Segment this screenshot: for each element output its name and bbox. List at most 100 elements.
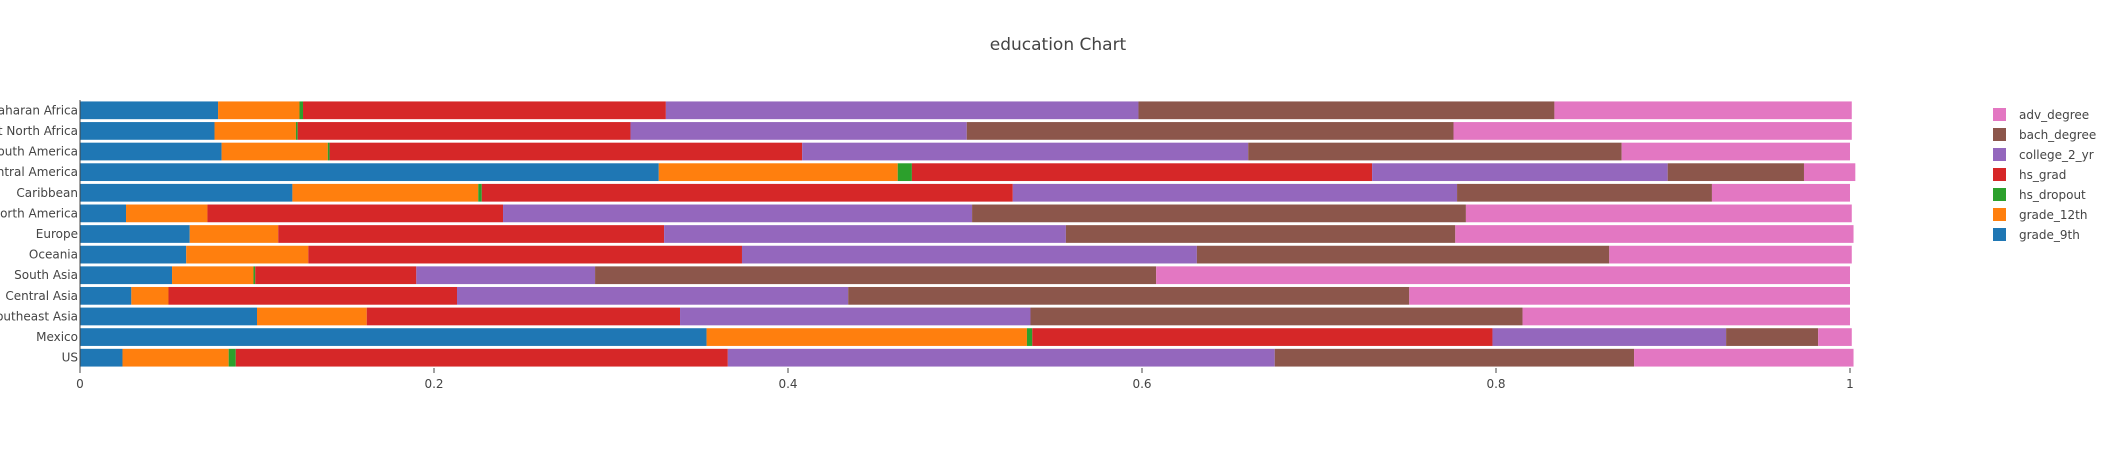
bar-grade_12th-10[interactable] [257, 307, 367, 326]
bar-hs_grad-11[interactable] [1032, 328, 1493, 346]
bar-bach_degree-3[interactable] [1667, 163, 1804, 182]
bar-hs_grad-3[interactable] [911, 163, 1373, 182]
legend[interactable]: adv_degree bach_degree college_2_yr hs_grad… [1993, 108, 2096, 242]
bar-college_2_yr-3[interactable] [1372, 163, 1668, 182]
bar-grade_9th-9[interactable] [80, 286, 132, 305]
legend-item-college_2_yr[interactable]: college_2_yr [1993, 148, 2094, 162]
bar-college_2_yr-5[interactable] [503, 204, 973, 223]
bar-grade_9th-11[interactable] [80, 328, 707, 346]
bar-grade_9th-7[interactable] [80, 245, 187, 264]
bar-college_2_yr-1[interactable] [630, 122, 967, 140]
bar-adv_degree-9[interactable] [1409, 286, 1850, 305]
bar-hs_dropout-2[interactable] [327, 142, 330, 161]
bar-grade_12th-8[interactable] [172, 266, 254, 285]
bar-bach_degree-6[interactable] [1065, 225, 1456, 243]
y-tick-label: South Asia [14, 268, 78, 282]
bar-college_2_yr-4[interactable] [1012, 183, 1458, 202]
bar-grade_12th-9[interactable] [131, 286, 169, 305]
bar-bach_degree-4[interactable] [1457, 183, 1712, 202]
bar-grade_12th-1[interactable] [214, 122, 296, 140]
bar-grade_9th-3[interactable] [80, 163, 659, 182]
legend-label: hs_grad [2019, 168, 2066, 182]
bar-grade_9th-8[interactable] [80, 266, 173, 285]
bar-adv_degree-12[interactable] [1634, 348, 1854, 367]
bar-college_2_yr-2[interactable] [802, 142, 1249, 161]
bar-grade_9th-10[interactable] [80, 307, 257, 326]
y-tick-label: Southeast Asia [0, 309, 78, 323]
bar-bach_degree-7[interactable] [1196, 245, 1610, 264]
bar-adv_degree-6[interactable] [1455, 225, 1854, 243]
y-tick-label: Oceania [29, 248, 78, 262]
legend-item-hs_grad[interactable]: hs_grad [1993, 168, 2066, 182]
bar-grade_9th-2[interactable] [80, 142, 222, 161]
legend-item-hs_dropout[interactable]: hs_dropout [1993, 188, 2086, 202]
bar-grade_12th-4[interactable] [292, 183, 479, 202]
bar-hs_grad-4[interactable] [481, 183, 1013, 202]
bar-grade_12th-5[interactable] [126, 204, 208, 223]
bar-hs_dropout-1[interactable] [295, 122, 298, 140]
bar-hs_dropout-0[interactable] [299, 101, 304, 120]
bar-hs_dropout-4[interactable] [478, 183, 482, 202]
bar-hs_dropout-3[interactable] [897, 163, 912, 182]
bar-hs_grad-7[interactable] [308, 245, 742, 264]
bar-bach_degree-10[interactable] [1030, 307, 1523, 326]
bar-bach_degree-0[interactable] [1138, 101, 1555, 120]
bar-hs_grad-8[interactable] [255, 266, 417, 285]
bar-hs_grad-1[interactable] [297, 122, 631, 140]
bar-hs_dropout-11[interactable] [1026, 328, 1033, 346]
legend-item-bach_degree[interactable]: bach_degree [1993, 128, 2096, 142]
bar-adv_degree-7[interactable] [1609, 245, 1852, 264]
bar-hs_dropout-12[interactable] [228, 348, 236, 367]
bar-college_2_yr-8[interactable] [416, 266, 596, 285]
y-tick-label: South America [0, 145, 78, 159]
bar-grade_12th-6[interactable] [189, 225, 279, 243]
bar-hs_dropout-8[interactable] [253, 266, 256, 285]
bar-grade_12th-0[interactable] [218, 101, 300, 120]
bar-grade_9th-12[interactable] [80, 348, 123, 367]
bar-college_2_yr-9[interactable] [457, 286, 849, 305]
legend-item-grade_9th[interactable]: grade_9th [1993, 228, 2080, 242]
bar-grade_12th-7[interactable] [186, 245, 309, 264]
bar-bach_degree-8[interactable] [595, 266, 1157, 285]
bar-hs_grad-9[interactable] [168, 286, 458, 305]
bar-bach_degree-5[interactable] [972, 204, 1466, 223]
bar-adv_degree-4[interactable] [1711, 183, 1850, 202]
bar-adv_degree-0[interactable] [1554, 101, 1852, 120]
bar-hs_grad-12[interactable] [235, 348, 728, 367]
bar-college_2_yr-11[interactable] [1492, 328, 1727, 346]
bar-hs_grad-0[interactable] [303, 101, 666, 120]
bar-bach_degree-1[interactable] [966, 122, 1454, 140]
bar-adv_degree-11[interactable] [1818, 328, 1852, 346]
bar-hs_grad-5[interactable] [207, 204, 504, 223]
bar-grade_12th-3[interactable] [658, 163, 898, 182]
bar-adv_degree-2[interactable] [1621, 142, 1850, 161]
bar-college_2_yr-0[interactable] [665, 101, 1139, 120]
bar-bach_degree-9[interactable] [848, 286, 1410, 305]
bar-grade_9th-1[interactable] [80, 122, 215, 140]
bar-adv_degree-1[interactable] [1453, 122, 1852, 140]
bar-college_2_yr-12[interactable] [727, 348, 1275, 367]
bar-grade_12th-2[interactable] [221, 142, 328, 161]
legend-item-adv_degree[interactable]: adv_degree [1993, 108, 2089, 122]
bar-grade_9th-0[interactable] [80, 101, 219, 120]
legend-item-grade_12th[interactable]: grade_12th [1993, 208, 2087, 222]
bar-college_2_yr-7[interactable] [741, 245, 1197, 264]
bar-adv_degree-5[interactable] [1465, 204, 1852, 223]
bar-grade_9th-4[interactable] [80, 183, 293, 202]
legend-label: hs_dropout [2019, 188, 2086, 202]
bar-adv_degree-3[interactable] [1803, 163, 1856, 182]
bar-grade_12th-12[interactable] [122, 348, 229, 367]
bar-hs_grad-6[interactable] [278, 225, 665, 243]
bar-hs_grad-2[interactable] [329, 142, 803, 161]
bar-college_2_yr-10[interactable] [680, 307, 1031, 326]
bar-hs_grad-10[interactable] [366, 307, 681, 326]
bar-grade_12th-11[interactable] [706, 328, 1027, 346]
bar-grade_9th-6[interactable] [80, 225, 190, 243]
bar-bach_degree-12[interactable] [1274, 348, 1635, 367]
bar-bach_degree-2[interactable] [1248, 142, 1622, 161]
bar-college_2_yr-6[interactable] [664, 225, 1066, 243]
bar-adv_degree-10[interactable] [1522, 307, 1850, 326]
bar-grade_9th-5[interactable] [80, 204, 127, 223]
bar-adv_degree-8[interactable] [1156, 266, 1850, 285]
bar-bach_degree-11[interactable] [1726, 328, 1819, 346]
